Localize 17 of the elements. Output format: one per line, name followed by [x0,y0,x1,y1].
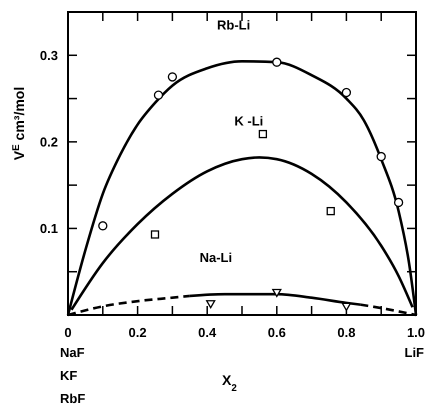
x-tick-label: 0.2 [128,325,147,340]
x-tick-label: 0 [64,325,72,340]
y-tick-label: 0.2 [40,134,58,150]
x-tick-label: 0.6 [268,325,286,340]
x-tick-label: 0.8 [337,325,356,340]
x-axis-title: X$_{2}$ [222,372,238,394]
text: Na-Li [200,250,232,266]
y-tick-label: 0.3 [40,48,58,63]
text: K -Li [234,113,264,128]
x-tick-label: 0.4 [198,325,218,340]
text: NaF [60,345,85,360]
legend-label: Rb-Li [217,17,250,32]
text: RbF [60,391,86,406]
text: LiF [404,345,424,360]
x-tick-label: 1.0 [406,325,426,340]
text: KF [60,368,78,383]
y-tick-label: 0.1 [40,220,58,236]
